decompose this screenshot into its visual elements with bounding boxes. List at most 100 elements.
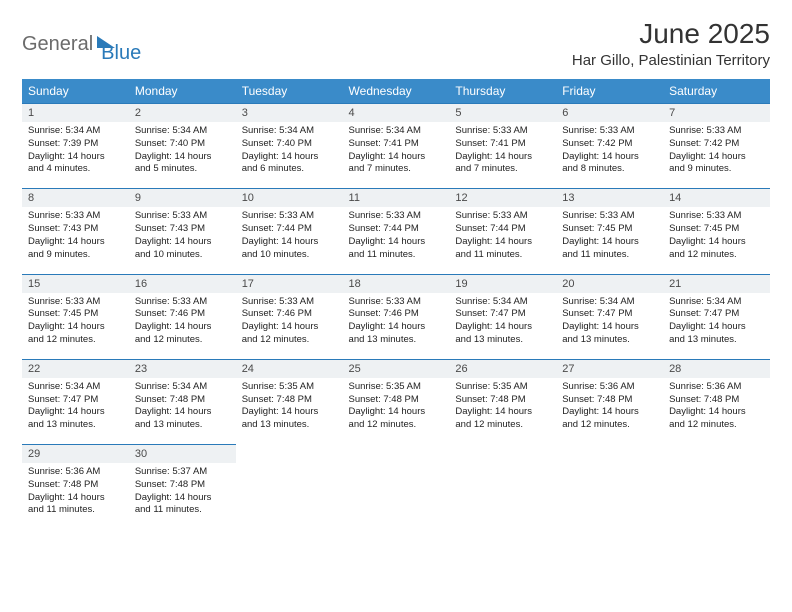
day-18: 18Sunrise: 5:33 AMSunset: 7:46 PMDayligh… (343, 274, 450, 353)
day-info: Sunrise: 5:33 AMSunset: 7:43 PMDaylight:… (22, 207, 129, 267)
day-5: 5Sunrise: 5:33 AMSunset: 7:41 PMDaylight… (449, 103, 556, 182)
day-cell: 13Sunrise: 5:33 AMSunset: 7:45 PMDayligh… (556, 188, 663, 267)
title-block: June 2025 Har Gillo, Palestinian Territo… (572, 18, 770, 69)
day-number: 30 (129, 445, 236, 463)
day-number: 12 (449, 189, 556, 207)
day-13: 13Sunrise: 5:33 AMSunset: 7:45 PMDayligh… (556, 188, 663, 267)
day-info: Sunrise: 5:33 AMSunset: 7:46 PMDaylight:… (129, 293, 236, 353)
weekday-saturday: Saturday (663, 79, 770, 103)
day-number: 21 (663, 275, 770, 293)
brand-part2: Blue (101, 42, 141, 65)
day-4: 4Sunrise: 5:34 AMSunset: 7:41 PMDaylight… (343, 103, 450, 182)
week-row: 22Sunrise: 5:34 AMSunset: 7:47 PMDayligh… (22, 359, 770, 438)
day-12: 12Sunrise: 5:33 AMSunset: 7:44 PMDayligh… (449, 188, 556, 267)
day-number: 23 (129, 360, 236, 378)
day-29: 29Sunrise: 5:36 AMSunset: 7:48 PMDayligh… (22, 444, 129, 523)
day-cell (556, 444, 663, 523)
day-info: Sunrise: 5:33 AMSunset: 7:41 PMDaylight:… (449, 122, 556, 182)
day-info: Sunrise: 5:36 AMSunset: 7:48 PMDaylight:… (22, 463, 129, 523)
day-22: 22Sunrise: 5:34 AMSunset: 7:47 PMDayligh… (22, 359, 129, 438)
day-9: 9Sunrise: 5:33 AMSunset: 7:43 PMDaylight… (129, 188, 236, 267)
day-1: 1Sunrise: 5:34 AMSunset: 7:39 PMDaylight… (22, 103, 129, 182)
day-cell: 29Sunrise: 5:36 AMSunset: 7:48 PMDayligh… (22, 444, 129, 523)
calendar-table: SundayMondayTuesdayWednesdayThursdayFrid… (22, 79, 770, 523)
brand-part1: General (22, 33, 93, 56)
weekday-thursday: Thursday (449, 79, 556, 103)
day-cell (343, 444, 450, 523)
weekday-friday: Friday (556, 79, 663, 103)
day-info: Sunrise: 5:37 AMSunset: 7:48 PMDaylight:… (129, 463, 236, 523)
day-number: 5 (449, 104, 556, 122)
day-info: Sunrise: 5:34 AMSunset: 7:40 PMDaylight:… (129, 122, 236, 182)
day-cell: 24Sunrise: 5:35 AMSunset: 7:48 PMDayligh… (236, 359, 343, 438)
day-cell: 30Sunrise: 5:37 AMSunset: 7:48 PMDayligh… (129, 444, 236, 523)
day-info: Sunrise: 5:34 AMSunset: 7:47 PMDaylight:… (22, 378, 129, 438)
day-cell: 27Sunrise: 5:36 AMSunset: 7:48 PMDayligh… (556, 359, 663, 438)
day-info: Sunrise: 5:33 AMSunset: 7:42 PMDaylight:… (556, 122, 663, 182)
day-number: 13 (556, 189, 663, 207)
weekday-header-row: SundayMondayTuesdayWednesdayThursdayFrid… (22, 79, 770, 103)
weekday-wednesday: Wednesday (343, 79, 450, 103)
day-number: 14 (663, 189, 770, 207)
day-17: 17Sunrise: 5:33 AMSunset: 7:46 PMDayligh… (236, 274, 343, 353)
day-number: 8 (22, 189, 129, 207)
day-cell (663, 444, 770, 523)
day-cell: 8Sunrise: 5:33 AMSunset: 7:43 PMDaylight… (22, 188, 129, 267)
day-number: 1 (22, 104, 129, 122)
day-info: Sunrise: 5:33 AMSunset: 7:46 PMDaylight:… (236, 293, 343, 353)
day-number: 24 (236, 360, 343, 378)
day-number: 15 (22, 275, 129, 293)
page: General Blue June 2025 Har Gillo, Palest… (0, 0, 792, 541)
day-info: Sunrise: 5:35 AMSunset: 7:48 PMDaylight:… (236, 378, 343, 438)
week-row: 8Sunrise: 5:33 AMSunset: 7:43 PMDaylight… (22, 188, 770, 267)
weekday-sunday: Sunday (22, 79, 129, 103)
month-title: June 2025 (572, 18, 770, 50)
day-number: 2 (129, 104, 236, 122)
day-cell: 25Sunrise: 5:35 AMSunset: 7:48 PMDayligh… (343, 359, 450, 438)
day-cell: 5Sunrise: 5:33 AMSunset: 7:41 PMDaylight… (449, 103, 556, 182)
day-cell: 11Sunrise: 5:33 AMSunset: 7:44 PMDayligh… (343, 188, 450, 267)
day-30: 30Sunrise: 5:37 AMSunset: 7:48 PMDayligh… (129, 444, 236, 523)
day-cell: 22Sunrise: 5:34 AMSunset: 7:47 PMDayligh… (22, 359, 129, 438)
day-info: Sunrise: 5:36 AMSunset: 7:48 PMDaylight:… (556, 378, 663, 438)
day-26: 26Sunrise: 5:35 AMSunset: 7:48 PMDayligh… (449, 359, 556, 438)
day-cell: 9Sunrise: 5:33 AMSunset: 7:43 PMDaylight… (129, 188, 236, 267)
day-info: Sunrise: 5:34 AMSunset: 7:47 PMDaylight:… (556, 293, 663, 353)
day-cell: 18Sunrise: 5:33 AMSunset: 7:46 PMDayligh… (343, 274, 450, 353)
day-cell: 15Sunrise: 5:33 AMSunset: 7:45 PMDayligh… (22, 274, 129, 353)
day-cell: 3Sunrise: 5:34 AMSunset: 7:40 PMDaylight… (236, 103, 343, 182)
day-number: 25 (343, 360, 450, 378)
day-info: Sunrise: 5:36 AMSunset: 7:48 PMDaylight:… (663, 378, 770, 438)
day-28: 28Sunrise: 5:36 AMSunset: 7:48 PMDayligh… (663, 359, 770, 438)
day-info: Sunrise: 5:33 AMSunset: 7:43 PMDaylight:… (129, 207, 236, 267)
day-number: 18 (343, 275, 450, 293)
day-15: 15Sunrise: 5:33 AMSunset: 7:45 PMDayligh… (22, 274, 129, 353)
header: General Blue June 2025 Har Gillo, Palest… (22, 18, 770, 69)
day-cell: 6Sunrise: 5:33 AMSunset: 7:42 PMDaylight… (556, 103, 663, 182)
day-number: 22 (22, 360, 129, 378)
day-info: Sunrise: 5:33 AMSunset: 7:42 PMDaylight:… (663, 122, 770, 182)
day-info: Sunrise: 5:33 AMSunset: 7:45 PMDaylight:… (22, 293, 129, 353)
day-info: Sunrise: 5:35 AMSunset: 7:48 PMDaylight:… (343, 378, 450, 438)
day-info: Sunrise: 5:33 AMSunset: 7:46 PMDaylight:… (343, 293, 450, 353)
weekday-monday: Monday (129, 79, 236, 103)
day-number: 10 (236, 189, 343, 207)
day-7: 7Sunrise: 5:33 AMSunset: 7:42 PMDaylight… (663, 103, 770, 182)
day-number: 27 (556, 360, 663, 378)
day-number: 3 (236, 104, 343, 122)
day-info: Sunrise: 5:34 AMSunset: 7:47 PMDaylight:… (449, 293, 556, 353)
day-cell: 16Sunrise: 5:33 AMSunset: 7:46 PMDayligh… (129, 274, 236, 353)
week-row: 29Sunrise: 5:36 AMSunset: 7:48 PMDayligh… (22, 444, 770, 523)
day-10: 10Sunrise: 5:33 AMSunset: 7:44 PMDayligh… (236, 188, 343, 267)
day-number: 16 (129, 275, 236, 293)
day-cell: 28Sunrise: 5:36 AMSunset: 7:48 PMDayligh… (663, 359, 770, 438)
day-number: 20 (556, 275, 663, 293)
day-number: 6 (556, 104, 663, 122)
day-23: 23Sunrise: 5:34 AMSunset: 7:48 PMDayligh… (129, 359, 236, 438)
day-8: 8Sunrise: 5:33 AMSunset: 7:43 PMDaylight… (22, 188, 129, 267)
day-6: 6Sunrise: 5:33 AMSunset: 7:42 PMDaylight… (556, 103, 663, 182)
day-number: 19 (449, 275, 556, 293)
week-row: 15Sunrise: 5:33 AMSunset: 7:45 PMDayligh… (22, 274, 770, 353)
day-21: 21Sunrise: 5:34 AMSunset: 7:47 PMDayligh… (663, 274, 770, 353)
day-cell: 26Sunrise: 5:35 AMSunset: 7:48 PMDayligh… (449, 359, 556, 438)
